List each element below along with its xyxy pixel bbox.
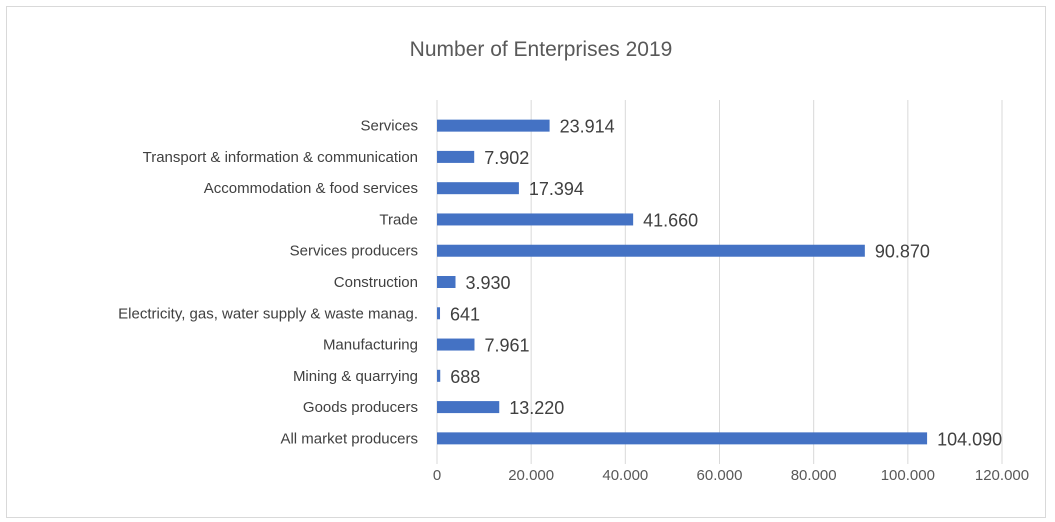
data-label: 17.394 xyxy=(529,179,584,199)
category-label: Services xyxy=(360,118,418,135)
category-labels: All market producers Goods producers Minin… xyxy=(118,118,418,448)
category-label: Transport & information & communication xyxy=(143,149,418,166)
category-label: Manufacturing xyxy=(323,337,418,354)
data-label: 104.090 xyxy=(937,429,1002,449)
bar xyxy=(437,369,441,382)
data-label: 41.660 xyxy=(643,210,698,230)
chart-title: Number of Enterprises 2019 xyxy=(410,38,673,61)
x-tick-label: 0 xyxy=(433,467,441,484)
x-tick-label: 120.000 xyxy=(975,467,1029,484)
data-label: 3.930 xyxy=(466,273,511,293)
x-tick-label: 60.000 xyxy=(697,467,743,484)
bar xyxy=(437,119,550,132)
category-label: Trade xyxy=(379,211,418,228)
data-label: 7.902 xyxy=(484,148,529,168)
x-tick-label: 40.000 xyxy=(602,467,648,484)
category-label: Construction xyxy=(334,274,418,291)
x-axis-tick-labels: 0 20.000 40.000 60.000 80.000 100.000 120.000 xyxy=(433,467,1029,484)
bar xyxy=(437,401,500,414)
x-tick-label: 100.000 xyxy=(881,467,935,484)
data-label: 90.870 xyxy=(875,242,930,262)
data-label: 688 xyxy=(450,367,480,387)
data-label: 7.961 xyxy=(484,336,529,356)
category-label: Electricity, gas, water supply & waste m… xyxy=(118,305,418,322)
bars xyxy=(437,119,928,445)
data-label: 641 xyxy=(450,304,480,324)
category-label: Mining & quarrying xyxy=(293,368,418,385)
bar xyxy=(437,276,456,288)
category-label: All market producers xyxy=(280,430,418,447)
bar xyxy=(437,338,475,351)
category-label: Goods producers xyxy=(303,399,418,416)
category-label: Services producers xyxy=(290,243,418,260)
bar xyxy=(437,213,634,226)
data-label: 13.220 xyxy=(509,398,564,418)
bar xyxy=(437,150,475,163)
bar xyxy=(437,432,928,445)
data-label: 23.914 xyxy=(560,117,615,137)
x-tick-label: 20.000 xyxy=(508,467,554,484)
bar xyxy=(437,307,441,320)
category-label: Accommodation & food services xyxy=(204,180,418,197)
x-tick-label: 80.000 xyxy=(791,467,837,484)
bar xyxy=(437,244,865,257)
bar xyxy=(437,182,519,195)
